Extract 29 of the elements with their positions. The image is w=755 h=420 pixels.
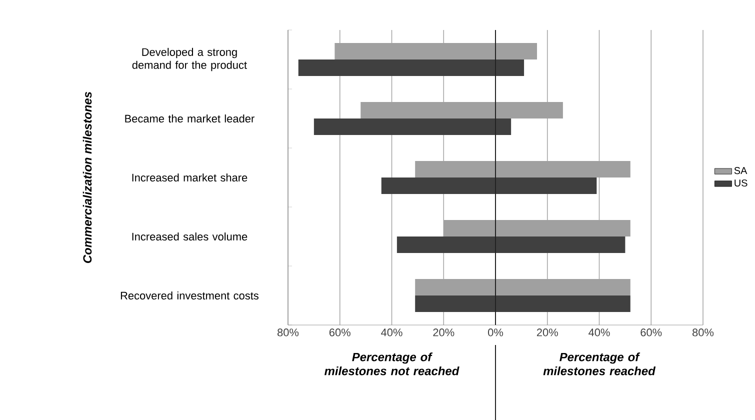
y-tick-label: Increased market share — [132, 173, 248, 182]
text: Percentage of milestones reached — [543, 352, 656, 376]
y-tick-label: Increased sales volume — [132, 232, 248, 241]
y-tick-label: Developed a strong demand for the product — [132, 48, 247, 72]
x-tick-label: 20% — [433, 328, 454, 336]
y-tick-label: Recovered investment costs — [120, 291, 258, 300]
bar — [415, 160, 630, 178]
legend-label: SA — [734, 167, 748, 174]
bar — [298, 60, 524, 76]
x-tick-label: 80% — [692, 328, 714, 336]
x-tick-label: 40% — [588, 328, 610, 336]
y-axis-title: Commercialization milestones — [82, 92, 92, 263]
bar — [415, 278, 630, 296]
bar — [415, 296, 630, 312]
text: Percentage of milestones not reached — [324, 352, 460, 376]
bar — [334, 42, 538, 60]
x-tick-label: 0% — [488, 328, 504, 336]
x-tick-label: 60% — [329, 328, 350, 336]
legend-label: US — [734, 179, 748, 187]
bar — [360, 102, 563, 118]
x-tick-label: 20% — [536, 328, 558, 336]
bar — [396, 236, 626, 254]
bar — [314, 118, 512, 136]
x-tick-label: 40% — [381, 328, 402, 336]
x-tick-label: 60% — [640, 328, 662, 336]
x-tick-label: 80% — [278, 328, 299, 336]
bar — [444, 220, 630, 236]
y-tick-label: Became the market leader — [125, 114, 254, 123]
bar — [381, 178, 597, 194]
